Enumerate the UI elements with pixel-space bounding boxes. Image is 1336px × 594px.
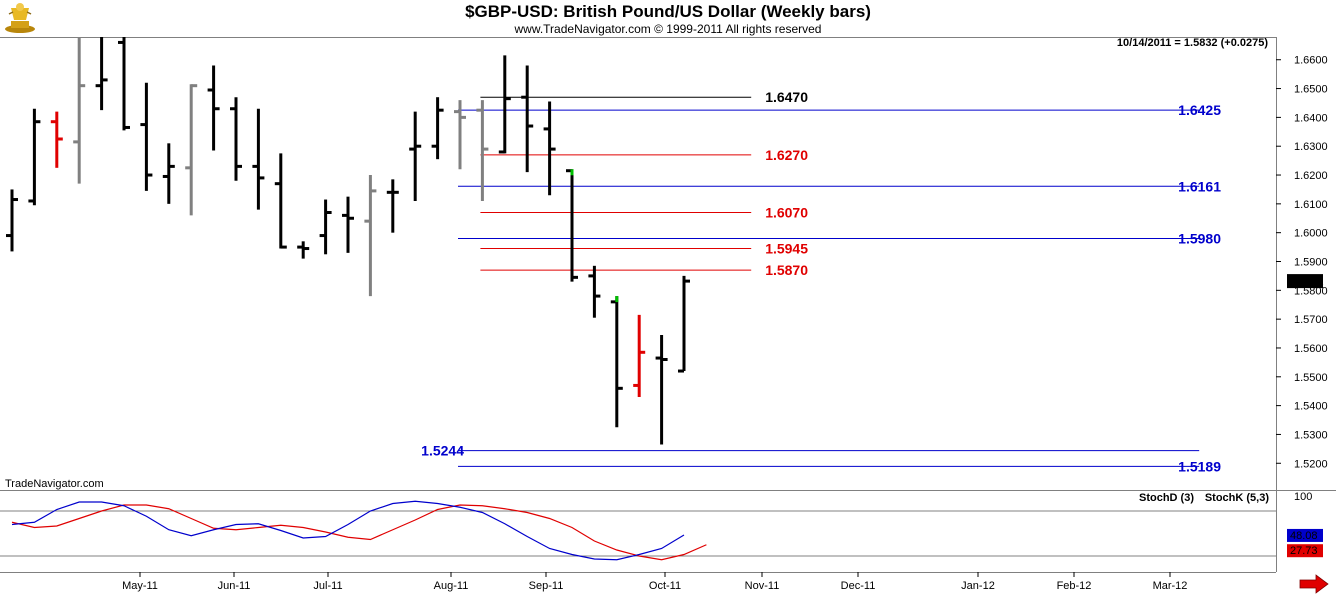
level-label: 1.6425 bbox=[1178, 102, 1221, 118]
price-tick-label: 1.6200 bbox=[1294, 170, 1328, 182]
date-tick-label: Nov-11 bbox=[745, 580, 780, 592]
price-tick-label: 1.5400 bbox=[1294, 401, 1328, 413]
level-label: 1.5870 bbox=[765, 262, 808, 278]
last-quote: 10/14/2011 = 1.5832 (+0.0275) bbox=[1117, 37, 1268, 49]
date-tick-label: Sep-11 bbox=[529, 580, 564, 592]
price-tick-label: 1.5900 bbox=[1294, 257, 1328, 269]
level-label: 1.6070 bbox=[765, 205, 808, 221]
stoch-k-value: 48.08 bbox=[1290, 530, 1318, 542]
level-label: 1.6270 bbox=[765, 147, 808, 163]
price-tick-label: 1.6400 bbox=[1294, 112, 1328, 124]
date-tick-label: Aug-11 bbox=[434, 580, 469, 592]
date-tick-label: Jul-11 bbox=[313, 580, 342, 592]
stoch-k-legend: StochK (5,3) bbox=[1205, 492, 1270, 504]
stoch-k-value-box bbox=[1287, 528, 1323, 542]
ohlc-bar bbox=[633, 314, 646, 397]
price-axis: 1.6600 1.6500 1.6400 1.6300 1.6200 1.6100 1.60… bbox=[1276, 55, 1328, 470]
stoch-d-line bbox=[11, 504, 707, 561]
ohlc-bar bbox=[409, 111, 422, 201]
level-label: 1.5189 bbox=[1178, 458, 1221, 474]
stoch-d-value-box bbox=[1287, 544, 1323, 558]
price-tick-label: 1.5700 bbox=[1294, 314, 1328, 326]
ohlc-bar bbox=[252, 108, 265, 210]
fibonacci-levels: 1.6470 1.6425 1.6270 1.6161 1.6070 1.5980 1.59… bbox=[421, 89, 1221, 474]
ohlc-bar bbox=[297, 241, 310, 259]
date-tick-label: Jan-12 bbox=[961, 580, 995, 592]
price-tick-label: 1.5200 bbox=[1294, 458, 1328, 470]
stochastic-pane: 100 StochD (3) StochK (5,3) 48.08 27.73 bbox=[0, 491, 1323, 561]
ohlc-bar bbox=[543, 101, 556, 196]
ohlc-bar bbox=[386, 179, 399, 233]
price-tick-label: 1.6100 bbox=[1294, 199, 1328, 211]
stoch-d-legend: StochD (3) bbox=[1139, 492, 1194, 504]
last-price-label: 1.5832 bbox=[1290, 276, 1324, 288]
ohlc-bar bbox=[28, 108, 41, 206]
level-label: 1.5244 bbox=[421, 443, 464, 459]
level-label: 1.5945 bbox=[765, 241, 808, 257]
ohlc-bar bbox=[118, 36, 130, 131]
ohlc-bar bbox=[73, 30, 86, 184]
price-tick-label: 1.6600 bbox=[1294, 55, 1328, 67]
ohlc-bar bbox=[6, 189, 18, 252]
ohlc-bar bbox=[364, 175, 377, 297]
stoch-k-line bbox=[11, 500, 685, 561]
title-bar: $GBP-USD: British Pound/US Dollar (Weekl… bbox=[0, 0, 1336, 37]
ohlc-bar bbox=[610, 296, 623, 428]
ohlc-bar bbox=[207, 65, 220, 151]
price-tick-label: 1.5600 bbox=[1294, 343, 1328, 355]
price-tick-label: 1.5500 bbox=[1294, 372, 1328, 384]
ohlc-bar bbox=[498, 55, 511, 154]
ohlc-bar bbox=[95, 30, 108, 111]
date-tick-label: May-11 bbox=[122, 580, 158, 592]
copyright-text: www.TradeNavigator.com © 1999-2011 All r… bbox=[514, 22, 822, 36]
scroll-right-icon[interactable] bbox=[1299, 574, 1329, 594]
price-bars bbox=[6, 30, 690, 445]
ohlc-bar bbox=[476, 100, 489, 201]
price-tick-label: 1.5800 bbox=[1294, 285, 1328, 297]
price-tick-label: 1.5300 bbox=[1294, 429, 1328, 441]
ohlc-bar bbox=[230, 97, 242, 181]
stoch-d-value: 27.73 bbox=[1290, 545, 1318, 557]
ohlc-bar bbox=[50, 111, 63, 168]
level-label: 1.6161 bbox=[1178, 178, 1221, 194]
date-axis: May-11 Jun-11 Jul-11 Aug-11 Sep-11 Oct-11 Nov-… bbox=[122, 572, 1187, 592]
ohlc-bar bbox=[566, 169, 578, 282]
ohlc-bar bbox=[185, 84, 198, 216]
ohlc-bar bbox=[678, 275, 690, 373]
trophy-logo-icon bbox=[5, 3, 35, 33]
chart-title: $GBP-USD: British Pound/US Dollar (Weekl… bbox=[465, 2, 871, 21]
price-tick-label: 1.6500 bbox=[1294, 84, 1328, 96]
date-tick-label: Mar-12 bbox=[1153, 580, 1188, 592]
last-price-box bbox=[1287, 274, 1323, 289]
level-label: 1.6470 bbox=[765, 89, 808, 105]
level-label: 1.5980 bbox=[1178, 230, 1221, 246]
ohlc-bar bbox=[588, 265, 601, 318]
ohlc-bar bbox=[431, 97, 444, 160]
date-tick-label: Jun-11 bbox=[218, 580, 251, 592]
source-label: TradeNavigator.com bbox=[5, 478, 104, 490]
date-tick-label: Feb-12 bbox=[1057, 580, 1092, 592]
ohlc-bar bbox=[342, 196, 354, 253]
ohlc-bar bbox=[655, 335, 668, 445]
date-tick-label: Oct-11 bbox=[649, 580, 681, 592]
price-tick-label: 1.6300 bbox=[1294, 141, 1328, 153]
date-tick-label: Dec-11 bbox=[841, 580, 876, 592]
stoch-tick-label: 100 bbox=[1294, 491, 1312, 503]
ohlc-bar bbox=[521, 65, 534, 173]
price-tick-label: 1.6000 bbox=[1294, 228, 1328, 240]
ohlc-bar bbox=[319, 199, 332, 255]
ohlc-bar bbox=[140, 82, 153, 191]
ohlc-bar bbox=[162, 143, 175, 204]
ohlc-bar bbox=[274, 153, 287, 249]
ohlc-bar bbox=[454, 100, 466, 170]
